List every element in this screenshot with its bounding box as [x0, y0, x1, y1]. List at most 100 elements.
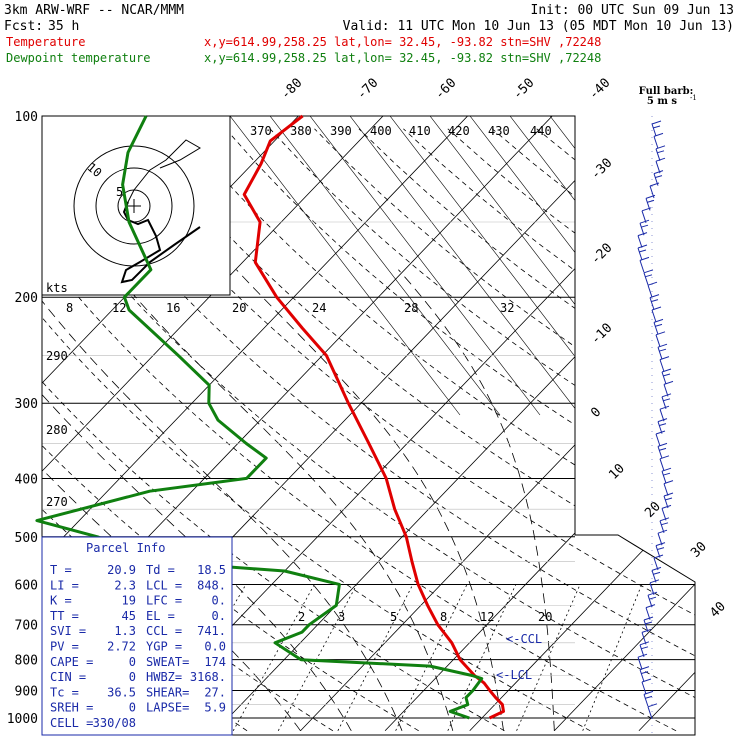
- isotherm-label: -10: [588, 321, 615, 348]
- parcel-info-value: 3168.: [190, 670, 226, 684]
- mixing-ratio-label: 2: [298, 610, 305, 624]
- dry-adiabat-line: [42, 128, 591, 732]
- wind-barb-flag: [643, 269, 654, 274]
- isotherm-label: 0: [588, 405, 604, 421]
- wind-barb-staff: [657, 347, 663, 360]
- wind-barb-flag: [659, 517, 670, 522]
- theta-e-guide-line: [509, 116, 695, 416]
- wind-barb-flag: [652, 571, 661, 575]
- wind-barb-staff: [653, 136, 659, 149]
- parcel-info-value: 20.9: [107, 563, 136, 577]
- wind-barb-staff: [661, 396, 667, 409]
- isotherm-line: [215, 116, 695, 732]
- wind-barb-flag: [652, 125, 661, 129]
- dry-adiabat-line: [269, 128, 695, 732]
- wind-barb-flag: [649, 579, 660, 584]
- wind-barb-flag: [640, 671, 649, 675]
- wind-barb-flag: [651, 566, 662, 571]
- wind-barb-staff: [653, 557, 659, 571]
- wind-barb-staff: [657, 446, 663, 459]
- parcel-info-label: Td =: [146, 563, 175, 577]
- isotherm-label: 30: [688, 539, 710, 561]
- wind-barb-flag: [663, 380, 674, 385]
- wind-barb-flag: [647, 703, 658, 708]
- theta-e-guide-line: [229, 116, 461, 416]
- mixing-ratio-label: 16: [166, 301, 180, 315]
- barb-key-unit-exponent: -1: [690, 94, 697, 102]
- wind-barb-staff: [655, 161, 661, 174]
- parcel-info-value: 0: [129, 701, 136, 715]
- pressure-label: 700: [15, 619, 38, 634]
- wind-barb-staff: [655, 433, 661, 447]
- parcel-info-value: 330/08: [93, 716, 136, 730]
- pressure-label: 100: [15, 110, 38, 125]
- mixing-ratio-labels: 8 12 16 20 24 28 32 2 3 5 8 12 20: [66, 301, 552, 624]
- wind-barb-flag: [657, 529, 668, 534]
- theta-e-guide-line: [429, 116, 661, 416]
- mixing-ratio-line: [277, 584, 358, 731]
- theta-label: 280: [46, 423, 68, 437]
- isotherm-label: -70: [354, 76, 381, 103]
- wind-barb-flag: [645, 604, 656, 609]
- wind-barb-flag: [641, 207, 652, 212]
- isotherm-line: [724, 88, 740, 730]
- parcel-info-value: 5.9: [204, 701, 226, 715]
- theta-e-label: 420: [448, 124, 470, 138]
- valid-time: Valid: 11 UTC Mon 10 Jun 13 (05 MDT Mon …: [343, 19, 734, 34]
- theta-e-label: 380: [290, 124, 312, 138]
- wind-barb-flag: [651, 120, 662, 125]
- wind-barb-staff: [643, 272, 649, 285]
- dry-adiabat-line: [42, 128, 677, 732]
- moist-adiabat-line: [236, 269, 504, 731]
- wind-barb-staff: [639, 644, 645, 657]
- dry-adiabat-line: [47, 128, 695, 732]
- dry-adiabat-line: [403, 128, 695, 732]
- wind-barb-flag: [661, 393, 672, 398]
- wind-barb-staff: [659, 359, 665, 372]
- wind-barb-staff: [659, 520, 665, 533]
- parcel-info-label: HWBZ=: [146, 670, 182, 684]
- pressure-labels: 100 200 300 400 500 600 700 800 900 1000: [7, 110, 38, 727]
- wind-barb-staff: [657, 533, 663, 546]
- wind-barb-staff: [661, 508, 667, 521]
- dry-adiabat-line: [625, 128, 695, 732]
- temperature-trace: [242, 114, 505, 720]
- isotherm-label: -40: [586, 76, 613, 103]
- wind-barb-flag: [660, 522, 669, 526]
- isotherm-line: [554, 116, 695, 732]
- wind-barb-flag: [664, 497, 673, 501]
- dewpoint-location: x,y=614.99,258.25 lat,lon= 32.45, -93.82…: [204, 51, 601, 65]
- parcel-info-label: YGP =: [146, 640, 182, 654]
- theta-e-label: 400: [370, 124, 392, 138]
- pressure-label: 300: [15, 397, 38, 412]
- wind-barb-staff: [647, 706, 653, 719]
- parcel-info-title: Parcel Info: [86, 541, 165, 555]
- dewpoint-legend: Dewpoint temperature: [6, 51, 151, 65]
- wind-barb-staff: [661, 471, 667, 484]
- isotherm-label: 20: [642, 499, 664, 521]
- wind-barb-flag: [658, 423, 667, 427]
- parcel-info-label: SREH =: [50, 701, 93, 715]
- wind-barb-flag: [654, 175, 663, 179]
- pressure-label: 200: [15, 291, 38, 306]
- parcel-info-label: CELL =: [50, 716, 93, 730]
- parcel-info-value: 19: [122, 594, 136, 608]
- wind-barb-flag: [643, 616, 654, 621]
- barb-key-title: Full barb:: [639, 86, 694, 97]
- wind-barb-staff: [657, 421, 663, 434]
- parcel-info-value: 0: [129, 655, 136, 669]
- pressure-label: 400: [15, 472, 38, 487]
- isotherm-label: -60: [432, 76, 459, 103]
- dry-adiabat-line: [536, 128, 695, 732]
- isotherm-label: -50: [510, 76, 537, 103]
- wind-barb-flag: [653, 132, 664, 137]
- moist-adiabat-line: [42, 269, 352, 732]
- mixing-ratio-line: [395, 584, 468, 731]
- parcel-info-label: TT =: [50, 609, 79, 623]
- wind-barb-flag: [639, 666, 650, 671]
- hodograph-ring-label: 5: [116, 185, 123, 199]
- hodograph-panel: 10 5 kts: [41, 115, 231, 296]
- moist-adiabat-line: [42, 269, 301, 732]
- wind-barb-staff: [659, 458, 665, 471]
- dry-adiabat-line: [42, 128, 695, 732]
